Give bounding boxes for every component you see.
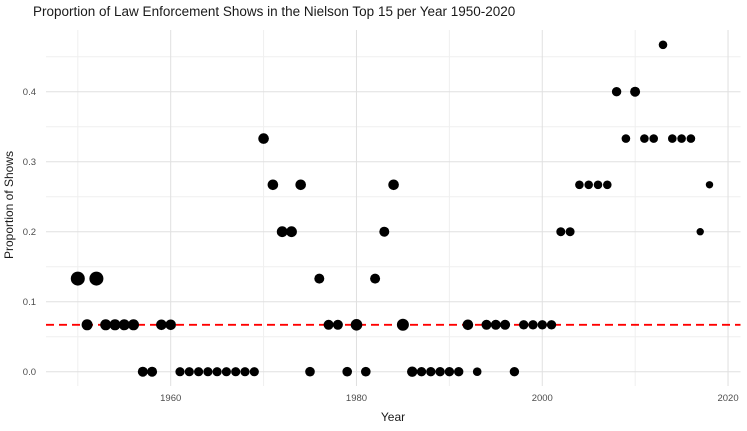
data-point	[396, 318, 409, 331]
data-point	[286, 226, 297, 238]
data-point	[388, 179, 399, 191]
data-point	[332, 319, 343, 330]
data-point	[370, 273, 381, 284]
data-point	[528, 320, 538, 330]
data-point	[696, 228, 704, 236]
minor-gridlines	[46, 30, 741, 386]
data-point	[556, 227, 566, 237]
data-point	[546, 320, 557, 330]
data-point	[490, 319, 501, 330]
y-tick-label: 0.1	[23, 297, 36, 308]
data-point	[407, 366, 418, 377]
data-point	[314, 273, 325, 284]
data-point	[184, 367, 194, 377]
data-point	[668, 134, 677, 143]
data-point	[509, 367, 520, 377]
data-point	[276, 226, 288, 238]
x-tick-label: 2000	[532, 393, 553, 404]
data-point	[611, 87, 622, 97]
data-point	[165, 319, 176, 331]
data-point	[81, 319, 93, 331]
data-point	[416, 367, 427, 377]
y-tick-label: 0.0	[23, 367, 36, 378]
data-point	[305, 366, 315, 377]
data-point	[584, 180, 593, 190]
data-point	[426, 367, 436, 377]
data-point	[221, 367, 231, 377]
data-point	[575, 180, 584, 190]
data-point	[118, 319, 130, 331]
x-tick-label: 1960	[160, 393, 181, 404]
data-point	[444, 367, 455, 377]
data-point	[603, 180, 612, 190]
data-point	[361, 366, 371, 377]
y-tick-label: 0.4	[23, 87, 36, 98]
data-point	[212, 367, 222, 377]
data-point	[175, 367, 185, 377]
data-point	[258, 133, 269, 144]
data-point	[231, 367, 241, 377]
x-tick-label: 2020	[717, 393, 738, 404]
data-point	[500, 319, 511, 330]
data-point	[705, 181, 714, 189]
data-point	[267, 179, 279, 191]
data-point	[435, 367, 445, 377]
data-point	[240, 367, 250, 377]
data-point	[621, 134, 631, 143]
y-tick-label: 0.2	[23, 227, 36, 238]
data-point	[156, 319, 167, 331]
y-tick-label: 0.3	[23, 157, 36, 168]
data-point	[565, 227, 575, 237]
data-point	[462, 319, 474, 331]
data-point	[295, 179, 307, 191]
data-point	[658, 40, 668, 50]
data-point	[147, 366, 158, 377]
data-point	[454, 367, 464, 377]
data-point	[109, 319, 121, 331]
data-point	[649, 134, 658, 143]
data-point	[379, 226, 390, 237]
data-point	[350, 319, 363, 331]
data-point	[323, 319, 334, 330]
y-axis-title: Proportion of Shows	[2, 151, 16, 259]
data-point	[677, 134, 686, 143]
major-gridlines	[46, 30, 741, 386]
data-point	[630, 86, 641, 97]
data-point	[472, 367, 482, 377]
x-tick-label: 1980	[346, 393, 367, 404]
data-point	[249, 367, 259, 377]
data-point	[137, 366, 148, 377]
data-point	[640, 134, 649, 143]
data-point	[203, 367, 213, 377]
data-point	[593, 180, 603, 190]
chart-title: Proportion of Law Enforcement Shows in t…	[33, 4, 515, 19]
data-point	[128, 319, 139, 331]
tick-labels-layer: 1960 1980 2000 2020 0.0 0.1 0.2 0.3 0.4	[23, 87, 739, 404]
data-point	[100, 319, 112, 331]
data-point	[194, 367, 204, 377]
data-points-layer	[70, 40, 714, 377]
data-point	[481, 319, 492, 330]
x-axis-title: Year	[381, 410, 405, 424]
data-point	[89, 271, 104, 286]
data-point	[70, 271, 85, 286]
data-point	[537, 320, 547, 330]
data-point	[686, 134, 696, 143]
data-point	[342, 366, 353, 377]
data-point	[519, 320, 529, 330]
